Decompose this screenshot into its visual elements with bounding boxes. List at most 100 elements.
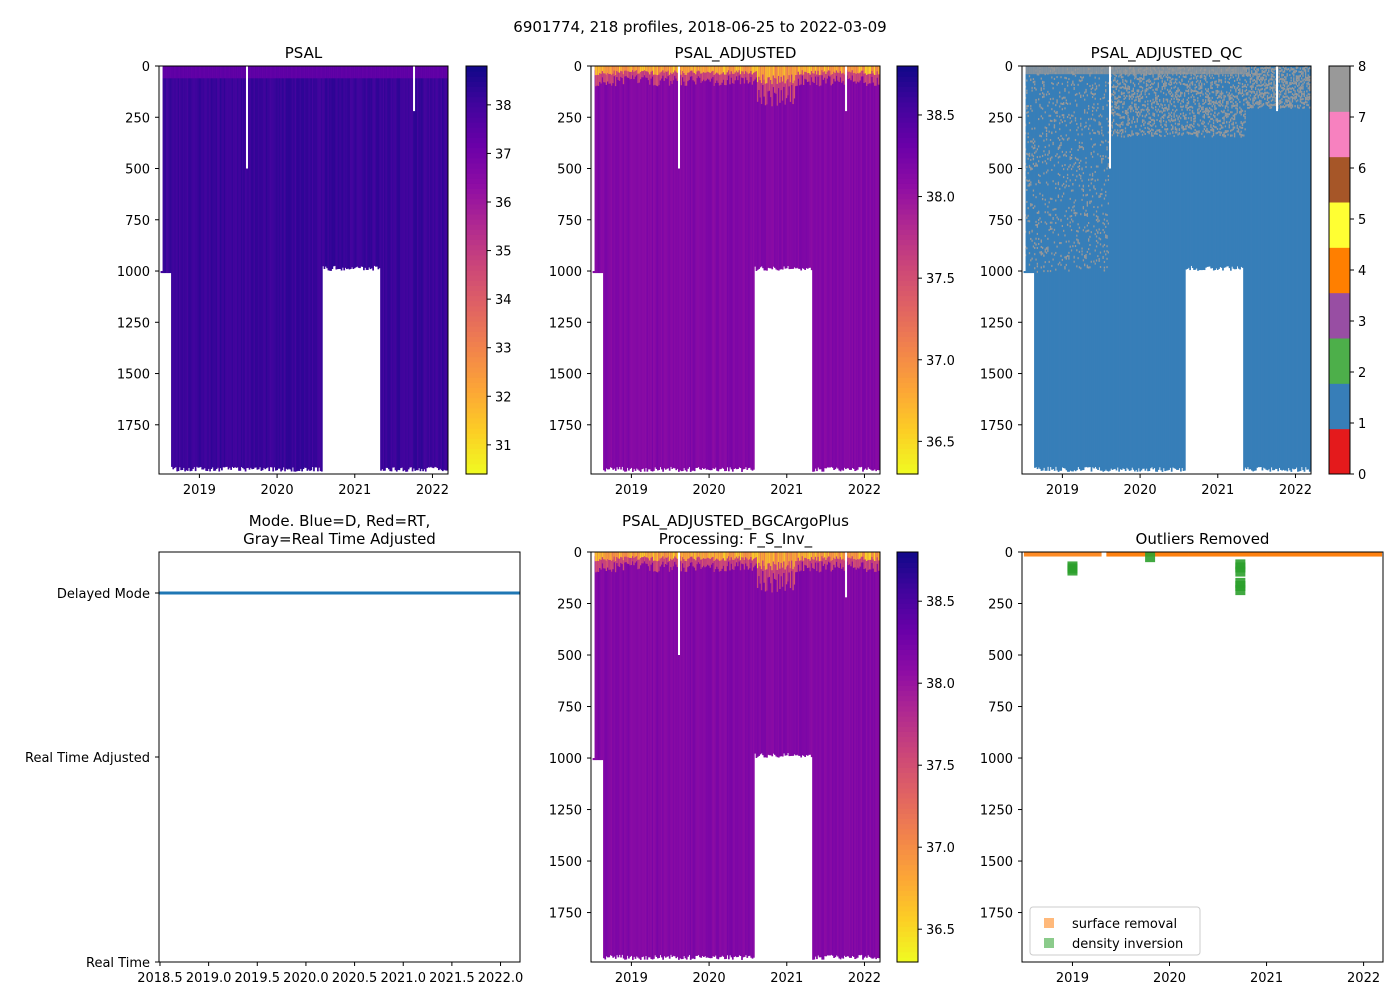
qc-flag-mark: [1032, 142, 1035, 145]
qc-flag-mark: [1036, 211, 1039, 214]
qc-flag-mark: [1301, 80, 1303, 83]
qc-flag-mark: [1266, 91, 1269, 94]
qc-flag-mark: [1034, 205, 1036, 208]
qc-flag-mark: [1189, 66, 1191, 75]
qc-flag-mark: [1290, 87, 1293, 90]
colorbar-segment: [897, 372, 918, 378]
heatmap-column: [642, 552, 645, 957]
qc-flag-mark: [1136, 95, 1139, 98]
qc-flag-mark: [1197, 123, 1199, 126]
qc-flag-mark: [1064, 76, 1067, 79]
qc-flag-mark: [1304, 66, 1307, 69]
qc-flag-mark: [1035, 196, 1038, 199]
surface-layer: [825, 66, 828, 74]
qc-flag-mark: [1218, 78, 1220, 81]
qc-flag-mark: [1297, 66, 1299, 69]
surface-layer: [737, 66, 739, 73]
qc-flag-mark: [1299, 98, 1302, 101]
qc-flag-mark: [1201, 132, 1203, 135]
surface-layer: [646, 552, 649, 564]
qc-flag-mark: [1283, 84, 1286, 87]
qc-flag-mark: [1274, 84, 1277, 87]
qc-flag-mark: [1097, 130, 1099, 133]
qc-flag-mark: [1131, 130, 1134, 133]
qc-flag-mark: [1283, 106, 1286, 109]
surface-layer: [663, 66, 666, 81]
qc-flag-mark: [1195, 85, 1198, 88]
heatmap-column: [1212, 66, 1215, 271]
surface-layer: [777, 66, 780, 76]
qc-flag-mark: [1024, 254, 1027, 257]
qc-flag-mark: [1122, 81, 1124, 84]
heatmap-column: [1227, 66, 1230, 267]
heatmap-column: [729, 66, 732, 468]
heatmap-column: [646, 66, 649, 472]
surface-layer: [643, 552, 646, 557]
qc-flag-mark: [1289, 87, 1291, 90]
qc-flag-mark: [1248, 71, 1251, 74]
heatmap-column: [1155, 66, 1157, 472]
qc-flag-mark: [1055, 221, 1057, 224]
heatmap-column: [406, 66, 409, 472]
qc-flag-mark: [1294, 105, 1297, 108]
qc-flag-mark: [1035, 220, 1038, 223]
qc-flag-mark: [1261, 87, 1264, 90]
qc-flag-mark: [1232, 114, 1235, 117]
axes-frame: [1021, 65, 1312, 475]
heatmap-column: [634, 66, 637, 471]
qc-flag-mark: [1193, 131, 1195, 134]
qc-flag-mark: [1132, 73, 1135, 76]
surface-layer: [833, 66, 835, 79]
qc-flag-mark: [1270, 106, 1273, 109]
qc-flag-mark: [1298, 87, 1301, 90]
heatmap-column: [188, 66, 190, 468]
qc-flag-mark: [1126, 110, 1128, 113]
qc-flag-mark: [1174, 122, 1177, 125]
qc-flag-mark: [1257, 96, 1260, 99]
qc-flag-mark: [1111, 105, 1114, 108]
qc-flag-mark: [1130, 134, 1132, 137]
heatmap-column: [842, 66, 845, 471]
panel-title: PSAL_ADJUSTED_QC: [1091, 44, 1243, 63]
qc-flag-mark: [1141, 86, 1144, 89]
heatmap-column: [823, 66, 826, 469]
qc-flag-mark: [1099, 251, 1102, 254]
qc-flag-mark: [1128, 86, 1131, 89]
heatmap-column: [875, 66, 877, 472]
surface-layer: [431, 66, 434, 79]
surface-layer: [394, 66, 397, 79]
qc-flag-mark: [1156, 100, 1159, 103]
surface-layer: [410, 66, 413, 79]
surface-layer: [716, 66, 718, 73]
qc-flag-mark: [1180, 93, 1182, 96]
heatmap-column: [301, 66, 303, 472]
panel-bgc-argo-plus: 2019 2020 2021 2022025050075010001250150017…: [549, 512, 955, 986]
surface-layer: [780, 66, 783, 91]
qc-flag-mark: [1028, 252, 1031, 255]
qc-flag-mark: [1106, 257, 1109, 260]
qc-flag-mark: [1095, 85, 1098, 88]
qc-flag-mark: [1191, 89, 1194, 92]
qc-flag-mark: [1281, 101, 1284, 104]
qc-flag-mark: [1254, 88, 1257, 91]
qc-flag-mark: [1148, 80, 1151, 83]
qc-flag-mark: [1152, 89, 1155, 92]
qc-flag-mark: [1086, 204, 1089, 207]
qc-flag-mark: [1077, 149, 1080, 152]
qc-flag-mark: [1070, 249, 1073, 252]
heatmap-column: [614, 552, 617, 959]
qc-flag-mark: [1102, 141, 1105, 144]
qc-flag-mark: [1270, 75, 1273, 78]
qc-flag-mark: [1102, 256, 1105, 259]
qc-flag-mark: [1049, 214, 1052, 217]
surface-layer: [595, 552, 597, 562]
heatmap-column: [393, 66, 396, 468]
qc-flag-mark: [1070, 114, 1073, 117]
qc-flag-mark: [1224, 77, 1227, 80]
qc-flag-mark: [1087, 184, 1090, 187]
heatmap-column: [871, 66, 874, 471]
qc-flag-mark: [1095, 109, 1098, 112]
qc-flag-mark: [1041, 92, 1044, 95]
heatmap-column: [684, 66, 687, 471]
qc-flag-mark: [1256, 72, 1259, 75]
